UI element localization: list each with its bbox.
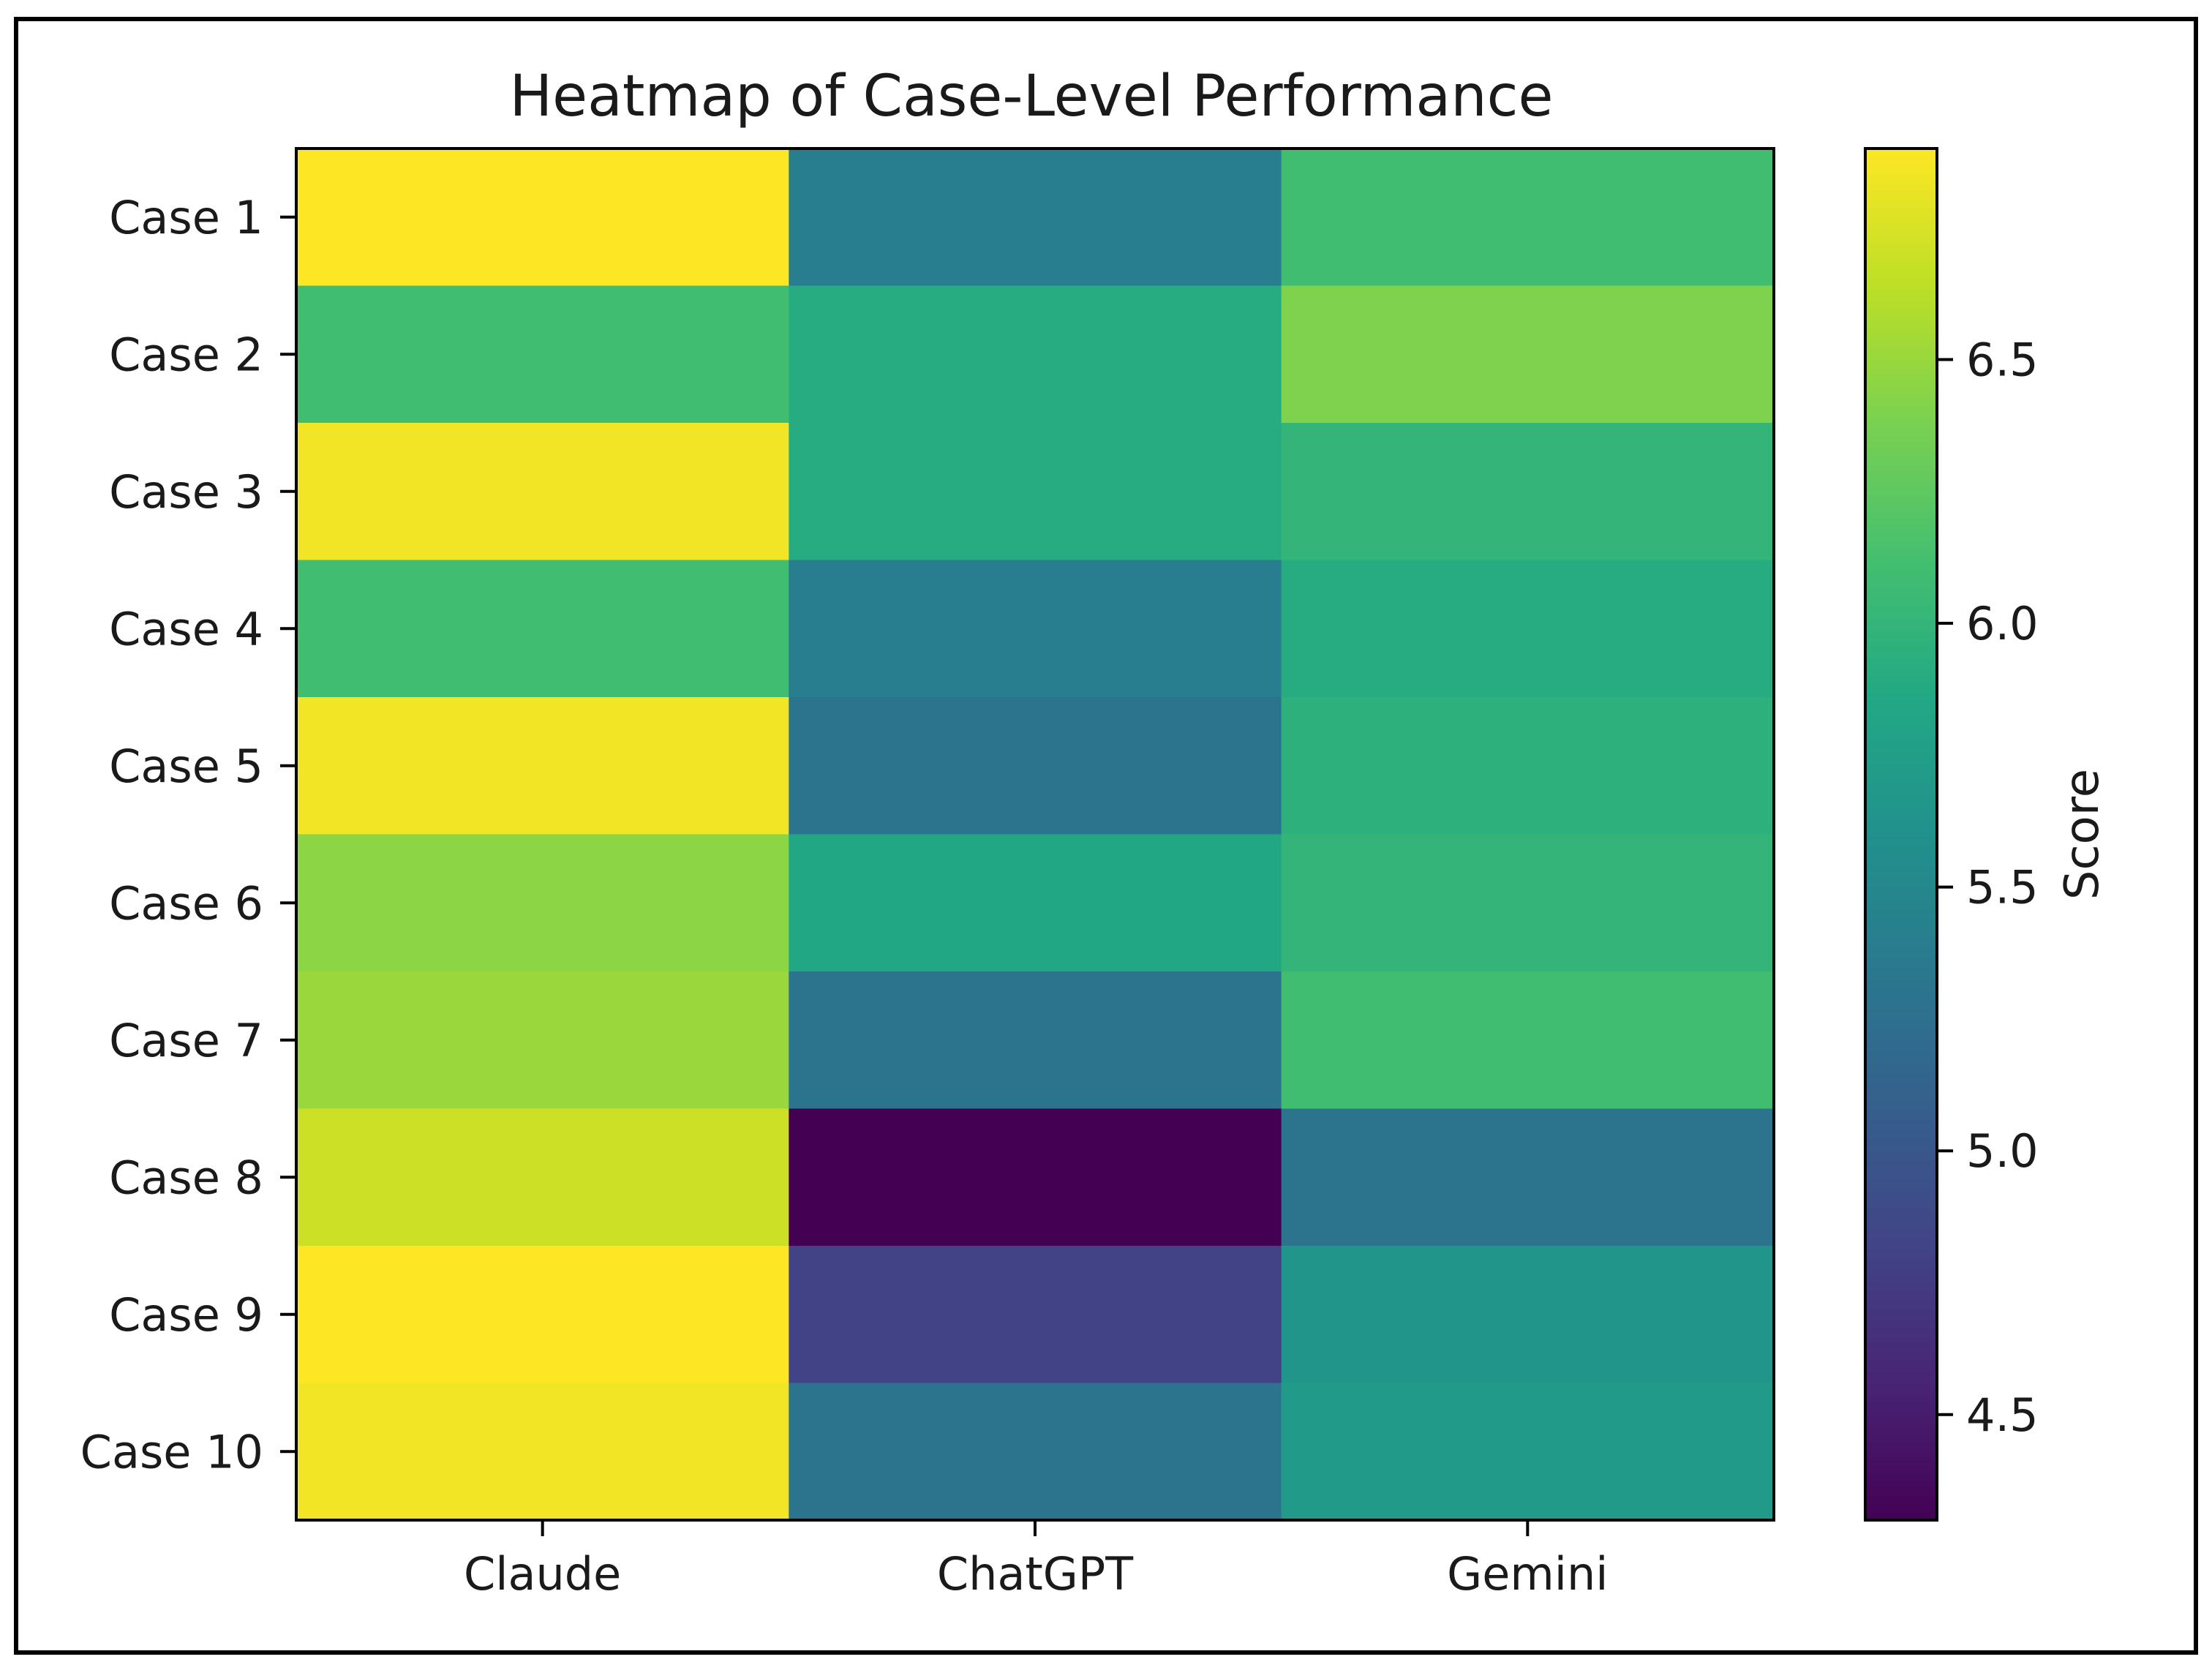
heatmap-cell-case-9-claude [296,1246,789,1384]
heatmap-cell-case-8-claude [296,1108,789,1247]
heatmap-cell-case-8-chatgpt [789,1108,1282,1247]
heatmap-cell-case-3-gemini [1281,423,1775,561]
heatmap-cell-case-6-claude [296,834,789,972]
colorbar-tick-label-5-0: 5.0 [1966,1124,2039,1178]
heatmap-cell-case-4-claude [296,560,789,698]
y-tick-label-case-7: Case 7 [109,1014,263,1067]
heatmap-cell-case-5-claude [296,697,789,835]
heatmap-cell-case-3-claude [296,423,789,561]
heatmap-cell-case-7-gemini [1281,971,1775,1110]
heatmap-cell-case-10-chatgpt [789,1383,1282,1521]
heatmap-cell-case-5-gemini [1281,697,1775,835]
heatmap-cell-case-1-claude [296,148,789,287]
heatmap-cell-case-6-gemini [1281,834,1775,972]
y-axis: Case 1 Case 2 Case 3 Case 4 Case 5 Case 6 Case… [80,191,296,1478]
heatmap-cell-case-6-chatgpt [789,834,1282,972]
heatmap-cell-case-5-chatgpt [789,697,1282,835]
heatmap-cell-case-2-chatgpt [789,285,1282,424]
colorbar-gradient [1864,147,1938,1522]
y-tick-label-case-10: Case 10 [80,1425,263,1478]
colorbar-label: Score [2055,769,2110,900]
x-tick-label-chatgpt: ChatGPT [937,1547,1134,1601]
y-tick-label-case-3: Case 3 [109,465,263,519]
colorbar-tick-label-5-5: 5.5 [1966,861,2039,914]
y-tick-label-case-2: Case 2 [109,328,263,381]
colorbar: 4.5 5.0 5.5 6.0 6.5 [1864,147,2039,1522]
heatmap-cell-case-7-chatgpt [789,971,1282,1110]
heatmap-cell-case-10-claude [296,1383,789,1521]
y-tick-label-case-6: Case 6 [109,876,263,930]
y-tick-label-case-8: Case 8 [109,1151,263,1204]
heatmap-cell-case-9-gemini [1281,1246,1775,1384]
heatmap-cell-case-1-gemini [1281,148,1775,287]
heatmap-cell-case-4-chatgpt [789,560,1282,698]
x-axis: Claude ChatGPT Gemini [464,1520,1609,1601]
heatmap-cell-case-1-chatgpt [789,148,1282,287]
heatmap-cells [296,148,1775,1521]
heatmap-cell-case-4-gemini [1281,560,1775,698]
heatmap-cell-case-9-chatgpt [789,1246,1282,1384]
y-tick-label-case-1: Case 1 [109,191,263,244]
y-tick-label-case-4: Case 4 [109,602,263,655]
x-tick-label-claude: Claude [464,1547,621,1601]
heatmap-cell-case-8-gemini [1281,1108,1775,1247]
colorbar-tick-label-6-5: 6.5 [1966,333,2039,386]
x-tick-label-gemini: Gemini [1447,1547,1608,1601]
heatmap-cell-case-7-claude [296,971,789,1110]
y-tick-label-case-5: Case 5 [109,740,263,793]
heatmap-cell-case-10-gemini [1281,1383,1775,1521]
heatmap-cell-case-3-chatgpt [789,423,1282,561]
heatmap-cell-case-2-claude [296,285,789,424]
colorbar-tick-label-6-0: 6.0 [1966,597,2039,650]
chart-title: Heatmap of Case-Level Performance [509,64,1553,129]
y-tick-label-case-9: Case 9 [109,1288,263,1342]
heatmap-cell-case-2-gemini [1281,285,1775,424]
colorbar-tick-label-4-5: 4.5 [1966,1388,2039,1442]
